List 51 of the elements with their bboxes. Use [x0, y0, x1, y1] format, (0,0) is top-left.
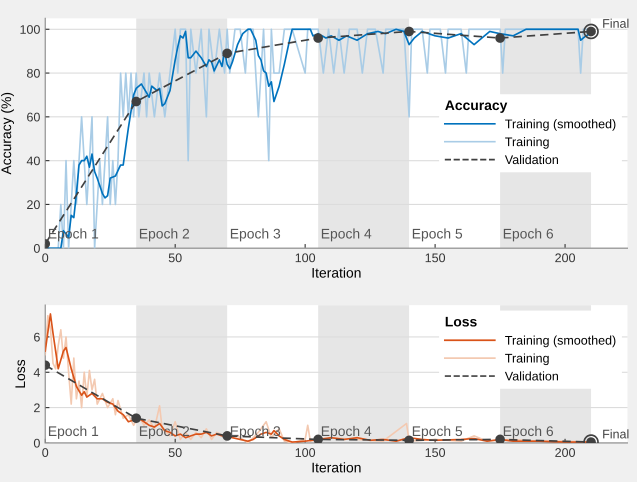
point [495, 434, 505, 443]
band-label: Epoch 6 [504, 228, 554, 242]
x-tick-label: 100 [296, 448, 316, 457]
x-axis-title: Iteration [312, 462, 361, 472]
point [222, 48, 232, 58]
legend-label: Validation [504, 371, 558, 381]
legend-label: Training [505, 353, 549, 366]
point [404, 26, 414, 36]
y-tick-label: 20 [27, 200, 40, 210]
x-tick-label: 150 [426, 448, 446, 457]
y-tick-label: 100 [20, 25, 40, 34]
y-axis-title: Accuracy (%) [1, 92, 14, 175]
point [313, 33, 324, 43]
x-tick-label: 50 [168, 253, 182, 262]
point [404, 435, 414, 443]
point [131, 96, 142, 106]
band-label: Epoch 2 [140, 228, 190, 242]
band-label: Epoch 6 [504, 426, 554, 439]
legend-label: Training (smoothed) [505, 336, 616, 348]
legend-label: Training (smoothed) [505, 119, 616, 131]
y-axis-title: Loss [15, 360, 26, 388]
annotation: Final [603, 18, 628, 28]
annotation: Final [603, 429, 628, 438]
y-tick-label: 6 [34, 332, 40, 342]
annotation: Epoch 5 [412, 228, 462, 242]
band-label: Epoch 4 [322, 228, 372, 242]
legend-label: Training [505, 137, 549, 149]
x-tick-label: 50 [168, 448, 182, 457]
x-tick-label: 100 [296, 253, 316, 262]
point [495, 33, 505, 43]
legend-title: Loss [446, 316, 477, 327]
x-tick-label: 200 [555, 253, 576, 262]
legend-title: Accuracy [445, 100, 508, 113]
annotation: Epoch 1 [48, 426, 98, 439]
band-label: Epoch 4 [322, 426, 372, 439]
annotation: Epoch 3 [230, 228, 280, 242]
y-tick-label: 0 [34, 438, 40, 448]
x-tick-label: 150 [426, 253, 446, 262]
x-tick-label: 0 [42, 448, 48, 457]
y-tick-label: 40 [26, 156, 40, 166]
x-tick-label: 200 [555, 448, 576, 457]
y-tick-label: 2 [34, 403, 40, 412]
y-tick-label: 0 [34, 244, 40, 253]
x-tick-label: 0 [42, 253, 48, 262]
point [131, 413, 142, 424]
y-tick-label: 60 [27, 112, 40, 122]
y-tick-label: 80 [27, 68, 40, 78]
annotation: Epoch 5 [412, 426, 462, 439]
y-tick-label: 4 [34, 368, 40, 377]
x-axis-title: Iteration [312, 268, 361, 278]
legend-label: Validation [504, 154, 558, 164]
